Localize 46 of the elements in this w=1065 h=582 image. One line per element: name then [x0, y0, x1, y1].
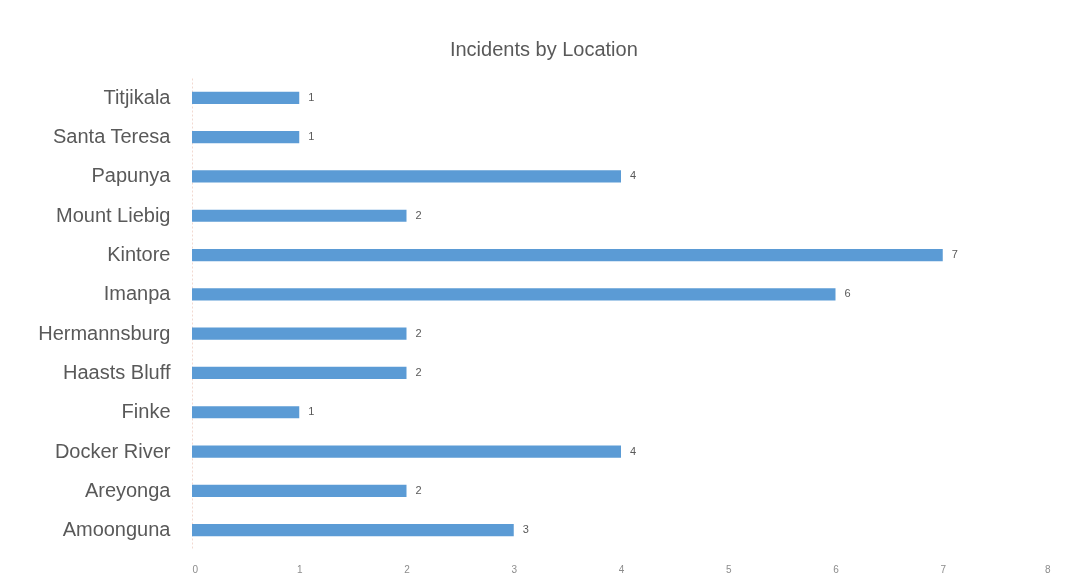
y-tick-label: Titjikala: [103, 85, 172, 108]
bar: [192, 445, 621, 458]
bar: [192, 406, 300, 419]
data-label: 2: [415, 365, 422, 378]
y-tick-label: Amoonguna: [62, 518, 172, 541]
y-tick-label: Hermannsburg: [38, 321, 171, 344]
y-tick-label: Papunya: [91, 164, 172, 187]
x-tick-label: 4: [618, 563, 625, 575]
x-tick-label: 6: [833, 563, 840, 575]
chart-title: Incidents by Location: [449, 38, 638, 60]
data-label: 1: [308, 90, 315, 103]
bar: [192, 91, 300, 104]
data-label: 4: [630, 444, 637, 457]
data-label: 1: [308, 130, 315, 143]
data-label: 3: [522, 523, 529, 536]
data-label: 2: [415, 483, 422, 496]
x-tick-label: 1: [296, 563, 303, 575]
x-tick-label: 2: [404, 563, 411, 575]
bar: [192, 327, 407, 340]
x-tick-label: 8: [1044, 563, 1051, 575]
bar: [192, 484, 407, 497]
y-tick-label: Areyonga: [84, 478, 172, 501]
y-tick-label: Santa Teresa: [53, 125, 172, 148]
bar: [192, 288, 836, 301]
data-label: 6: [844, 287, 851, 300]
data-label: 2: [415, 326, 422, 339]
data-label: 4: [630, 169, 637, 182]
x-tick-label: 0: [192, 563, 199, 575]
bar: [192, 209, 407, 222]
y-tick-label: Docker River: [54, 439, 171, 462]
x-tick-label: 3: [511, 563, 518, 575]
bar: [192, 248, 943, 262]
y-tick-label: Haasts Bluff: [63, 360, 171, 383]
data-label: 2: [415, 208, 422, 221]
data-label: 1: [308, 405, 315, 418]
bar: [192, 366, 407, 380]
bar: [192, 524, 514, 537]
y-tick-label: Finke: [121, 400, 171, 423]
y-tick-label: Kintore: [107, 243, 171, 266]
data-label: 7: [951, 248, 958, 261]
x-tick-label: 5: [725, 563, 732, 575]
y-tick-label: Imanpa: [103, 282, 172, 305]
x-tick-label: 7: [940, 563, 947, 575]
bar: [192, 131, 300, 144]
bar: [192, 170, 621, 183]
y-tick-label: Mount Liebig: [55, 203, 171, 226]
